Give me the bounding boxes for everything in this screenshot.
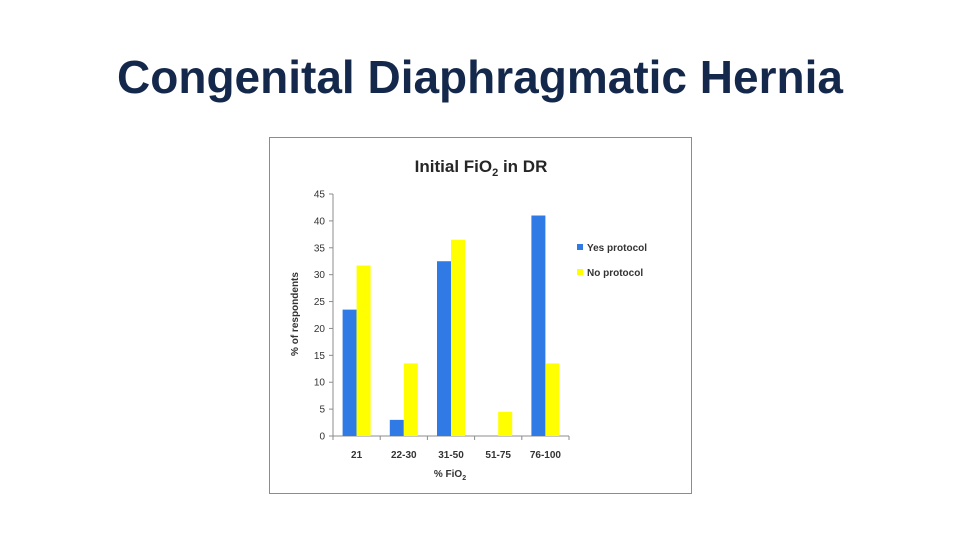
chart-title-suffix: in DR (498, 157, 547, 176)
legend: Yes protocol No protocol (577, 243, 647, 279)
x-axis-title-subscript: 2 (462, 475, 466, 482)
chart-title: Initial FiO2 in DR (415, 157, 548, 179)
bar-yes-protocol (389, 419, 404, 436)
bar-no-protocol (545, 363, 560, 436)
y-tick-label: 0 (319, 432, 325, 443)
x-tick-label: 76-100 (530, 450, 562, 461)
bar-no-protocol (451, 239, 465, 436)
slide-title: Congenital Diaphragmatic Hernia (117, 51, 843, 103)
legend-swatch (577, 244, 583, 250)
x-axis-title-text: % FiO (434, 469, 463, 480)
x-tick-label: 51-75 (485, 450, 511, 461)
x-axis-title: % FiO2 (434, 469, 466, 482)
y-tick-label: 20 (314, 324, 326, 335)
bar-yes-protocol (437, 261, 451, 436)
y-tick-label: 5 (319, 405, 325, 416)
y-axis-title: % of respondents (290, 272, 301, 356)
legend-label: Yes protocol (587, 243, 647, 254)
y-tick-label: 35 (314, 243, 326, 254)
bar-no-protocol (498, 411, 513, 436)
bar-no-protocol (356, 265, 371, 436)
bar-yes-protocol (531, 215, 546, 436)
x-tick-label: 22-30 (391, 450, 417, 461)
bar-no-protocol (403, 363, 418, 436)
x-tick-label: 21 (351, 450, 363, 461)
y-tick-label: 40 (314, 216, 326, 227)
chart-title-subscript: 2 (492, 167, 498, 179)
chart-title-text: Initial FiO (415, 157, 492, 176)
x-tick-label: 31-50 (438, 450, 464, 461)
legend-swatch (577, 269, 583, 275)
y-tick-label: 10 (314, 378, 326, 389)
chart-frame: Initial FiO2 in DR 0 5 10 15 20 25 30 35 40 45 21… (269, 137, 692, 494)
bar-yes-protocol (342, 309, 357, 436)
x-axis: 21 22-30 31-50 51-75 76-100 (332, 435, 570, 461)
y-tick-label: 45 (314, 190, 326, 201)
bars (342, 215, 560, 436)
y-tick-label: 25 (314, 297, 326, 308)
y-axis: 0 5 10 15 20 25 30 35 40 45 (314, 190, 334, 443)
y-tick-label: 15 (314, 351, 326, 362)
y-tick-label: 30 (314, 270, 326, 281)
legend-label: No protocol (587, 268, 643, 279)
